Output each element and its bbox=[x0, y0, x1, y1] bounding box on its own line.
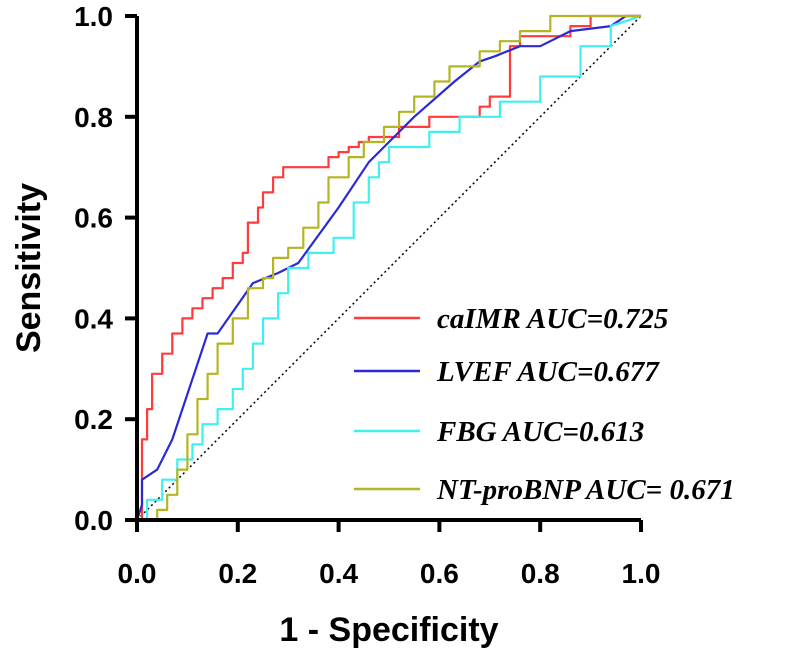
x-tick-label: 0.8 bbox=[521, 558, 560, 589]
y-tick-label: 0.6 bbox=[74, 203, 113, 234]
x-tick-label: 0.4 bbox=[319, 558, 358, 589]
legend-label-2: FBG AUC=0.613 bbox=[436, 416, 644, 448]
y-tick-label: 1.0 bbox=[74, 1, 113, 32]
x-tick-label: 0.6 bbox=[420, 558, 459, 589]
series-line-3 bbox=[137, 14, 641, 522]
series-line-1 bbox=[135, 14, 641, 521]
reference-diagonal-line bbox=[136, 15, 642, 521]
x-tick-label: 0.2 bbox=[218, 558, 257, 589]
y-tick-label: 0.2 bbox=[74, 404, 113, 435]
y-tick-label: 0.0 bbox=[74, 505, 113, 536]
x-tick-label: 1.0 bbox=[622, 558, 661, 589]
legend-label-0: caIMR AUC=0.725 bbox=[437, 303, 668, 335]
y-tick-label: 0.8 bbox=[74, 102, 113, 133]
legend-label-1: LVEF AUC=0.677 bbox=[436, 356, 660, 388]
legend-label-3: NT-proBNP AUC= 0.671 bbox=[436, 474, 735, 506]
series-line-2 bbox=[137, 14, 642, 522]
y-axis-title: Sensitivity bbox=[10, 183, 48, 353]
series-line-0 bbox=[137, 14, 641, 522]
x-axis-title: 1 - Specificity bbox=[279, 611, 498, 649]
y-tick-label: 0.4 bbox=[74, 303, 113, 334]
x-tick-label: 0.0 bbox=[118, 558, 157, 589]
